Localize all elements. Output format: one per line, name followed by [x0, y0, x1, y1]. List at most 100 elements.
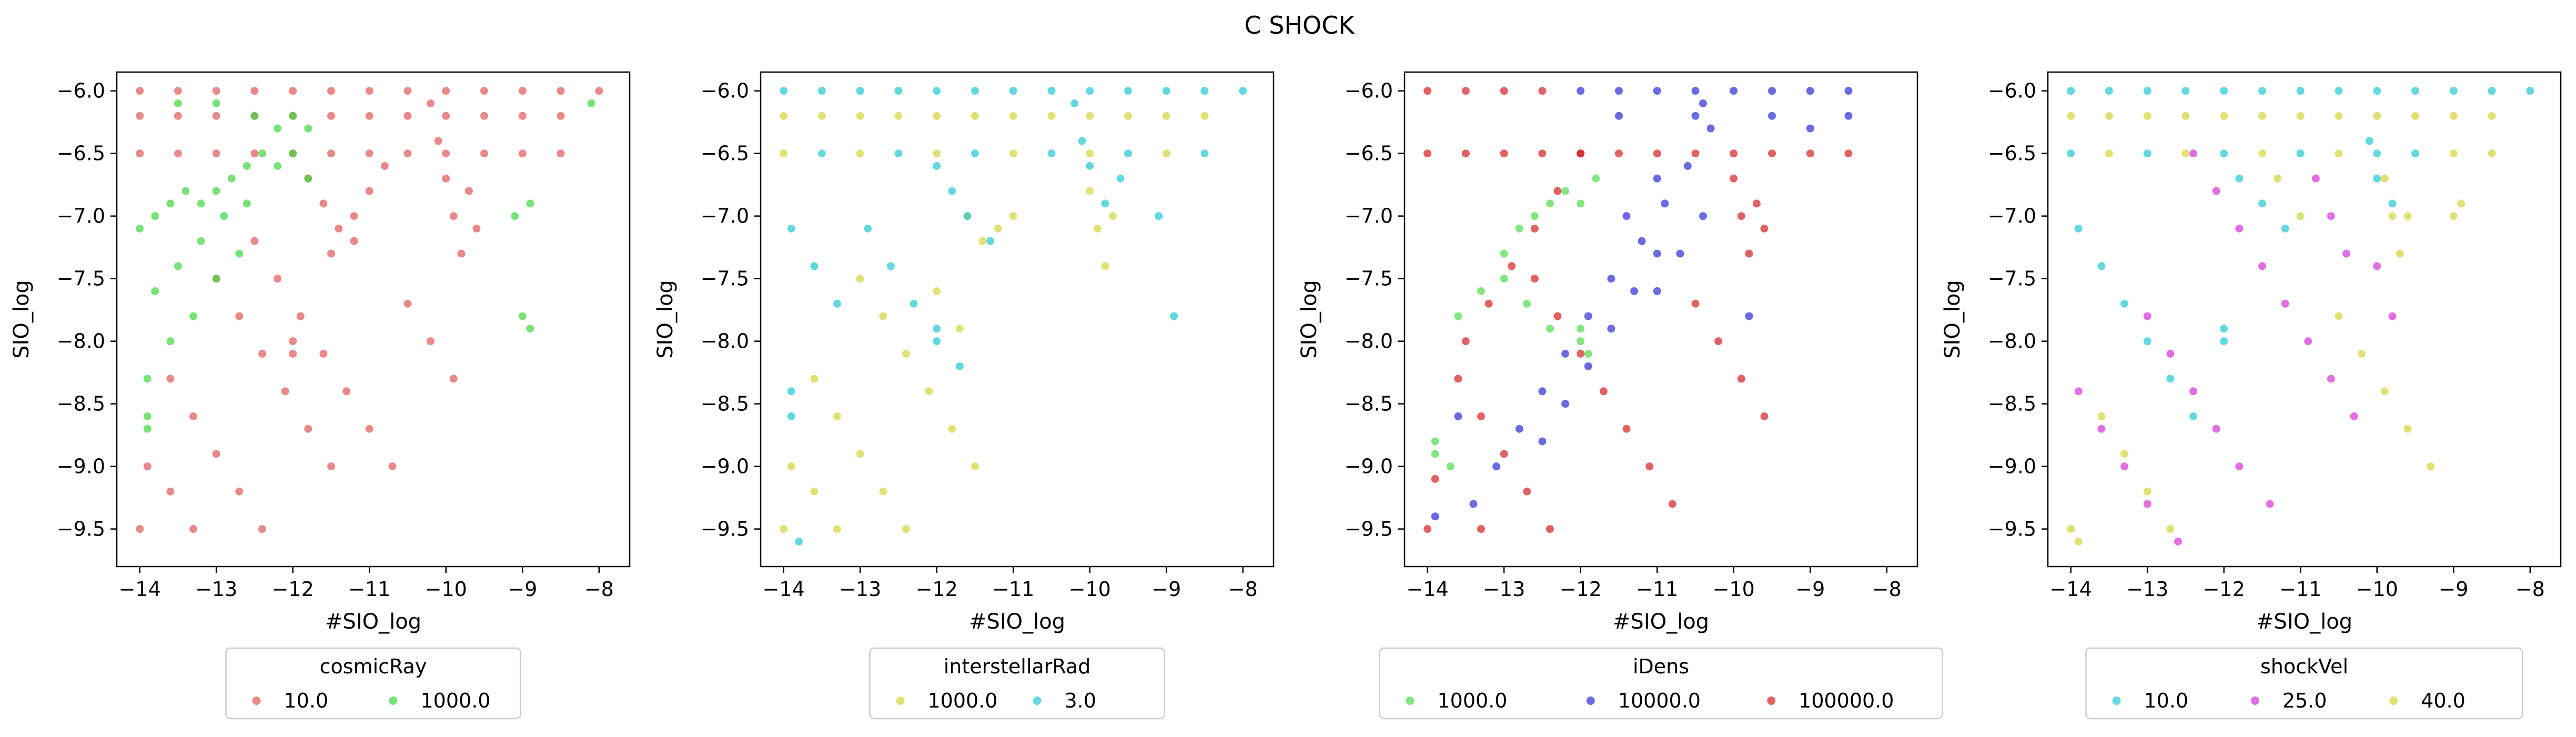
data-point	[464, 187, 473, 195]
data-point	[1714, 337, 1723, 346]
data-point	[2358, 349, 2366, 358]
data-point	[2380, 174, 2389, 183]
data-point	[335, 225, 343, 233]
data-point	[2403, 425, 2412, 433]
data-point	[1093, 225, 1102, 233]
data-point	[1454, 312, 1462, 320]
data-point	[1431, 450, 1439, 458]
data-point	[2189, 412, 2197, 420]
data-point	[250, 149, 259, 158]
data-point	[780, 149, 788, 158]
data-point	[1730, 149, 1738, 158]
data-point	[1653, 287, 1661, 295]
data-point	[2411, 87, 2419, 95]
subplot-2: −14 −13 −12 −11 −10 −9 −8 −9.5 −9.0 −8.5 −8.0 −7.5 −…	[653, 71, 1275, 720]
data-point	[2304, 337, 2312, 346]
y-tick-label: −8.0	[701, 330, 749, 353]
legend-entry: 25.0	[2282, 689, 2327, 712]
y-tick-label: −6.0	[1988, 79, 2036, 103]
data-point	[2097, 412, 2106, 420]
data-point	[1676, 249, 1684, 258]
data-point	[1577, 337, 1585, 346]
data-point	[1454, 412, 1462, 420]
data-point	[1523, 487, 1531, 496]
data-point	[2296, 87, 2305, 95]
data-point	[1431, 474, 1439, 483]
data-point	[817, 87, 826, 95]
data-point	[856, 149, 864, 158]
data-point	[1546, 325, 1554, 333]
data-point	[2235, 225, 2244, 233]
y-tick-label: −8.5	[701, 392, 749, 416]
data-point	[166, 199, 175, 208]
y-tick-label: −8.0	[1988, 330, 2036, 353]
data-point	[2235, 462, 2244, 471]
y-tick-label: −6.5	[57, 142, 105, 165]
data-point	[1009, 149, 1017, 158]
data-point	[1086, 187, 1094, 195]
axes-frame	[1403, 71, 1918, 568]
data-point	[2449, 212, 2458, 220]
data-point	[1730, 87, 1738, 95]
data-point	[2067, 525, 2075, 533]
data-point	[886, 262, 895, 270]
data-point	[2335, 149, 2343, 158]
data-point	[1170, 312, 1178, 320]
data-point	[319, 349, 328, 358]
data-point	[1461, 87, 1470, 95]
data-point	[2380, 387, 2389, 396]
data-point	[212, 450, 220, 458]
x-axis-label: #SIO_log	[1613, 610, 1709, 634]
data-point	[1538, 87, 1547, 95]
data-point	[2189, 149, 2197, 158]
y-tick-label: −9.0	[1345, 455, 1393, 478]
data-point	[2411, 149, 2419, 158]
data-point	[1584, 362, 1592, 370]
data-point	[2449, 87, 2458, 95]
data-point	[933, 112, 941, 120]
data-point	[2373, 112, 2381, 120]
data-point	[856, 275, 864, 283]
data-point	[2488, 112, 2496, 120]
data-point	[289, 112, 297, 120]
data-point	[833, 525, 841, 533]
data-point	[2365, 137, 2373, 145]
data-point	[243, 162, 251, 170]
data-point	[1500, 275, 1508, 283]
data-point	[1200, 112, 1209, 120]
x-tick-label: −13	[1483, 578, 1525, 601]
plot-area	[117, 72, 630, 567]
series-3	[2067, 112, 2496, 546]
data-point	[2143, 487, 2151, 496]
legend: shockVel 10.0 25.0 40.0	[2085, 647, 2523, 720]
data-point	[1577, 87, 1585, 95]
data-point	[296, 312, 305, 320]
data-point	[212, 149, 220, 158]
x-tick-label: −11	[2279, 578, 2321, 601]
data-point	[1844, 149, 1853, 158]
data-point	[1745, 312, 1753, 320]
x-tick-label: −14	[763, 578, 805, 601]
y-axis-label: SIO_log	[1297, 280, 1321, 359]
data-point	[955, 362, 964, 370]
data-point	[480, 112, 488, 120]
y-axis-label: SIO_log	[9, 280, 34, 359]
x-tick-label: −8	[1228, 578, 1258, 601]
data-point	[380, 162, 389, 170]
y-tick-label: −6.5	[1988, 142, 2036, 165]
data-point	[2220, 112, 2228, 120]
data-point	[243, 199, 251, 208]
data-point	[526, 199, 534, 208]
data-point	[933, 87, 941, 95]
data-point	[1523, 299, 1531, 308]
data-point	[2212, 425, 2220, 433]
data-point	[1553, 312, 1562, 320]
data-point	[1730, 174, 1738, 183]
data-point	[2181, 149, 2190, 158]
data-point	[1561, 349, 1570, 358]
subplot-1: −14 −13 −12 −11 −10 −9 −8 −9.5 −9.0 −8.5 −8.0 −7.5 −…	[9, 71, 631, 720]
data-point	[342, 387, 351, 396]
data-point	[1546, 525, 1554, 533]
data-point	[365, 149, 373, 158]
